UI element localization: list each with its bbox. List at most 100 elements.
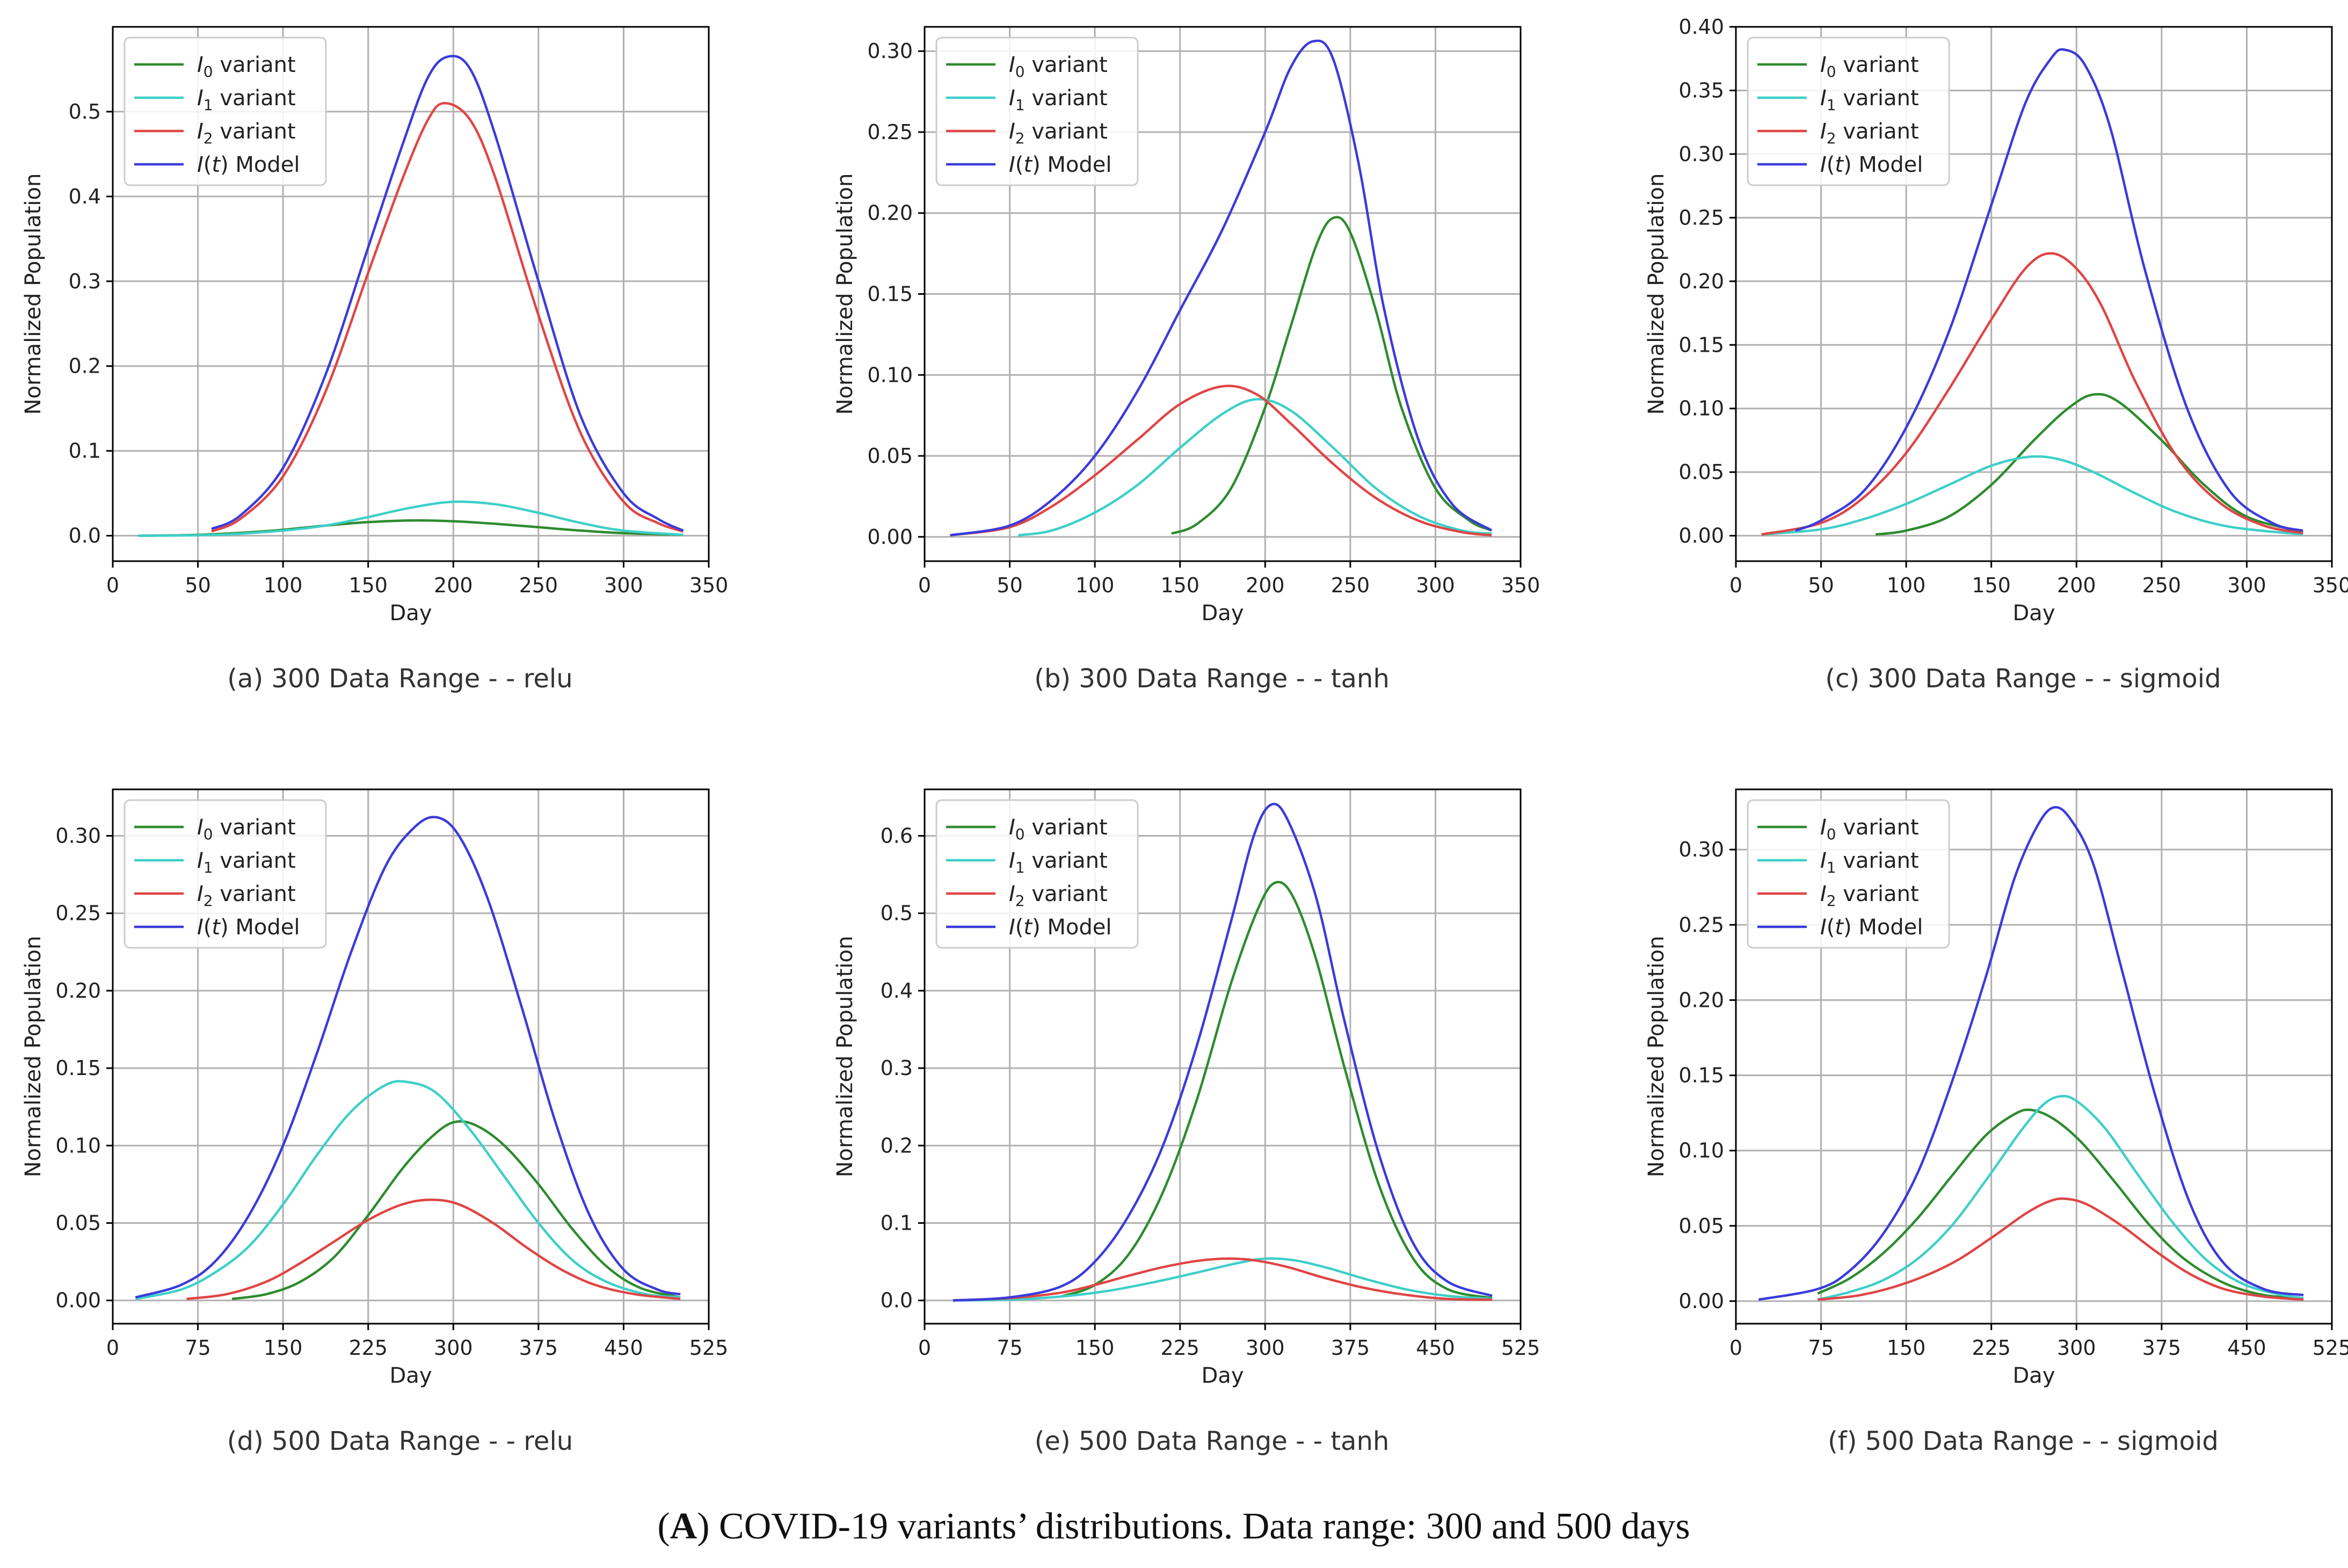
y-tick-label: 0.1 (881, 1211, 913, 1235)
y-axis-label: Normalized Population (833, 173, 857, 415)
plot-frame (924, 788, 1522, 1325)
x-tick-label: 300 (434, 1336, 473, 1360)
plot-frame (112, 788, 710, 1325)
x-tick-label: 50 (997, 574, 1022, 597)
y-tick-label: 0.10 (55, 1134, 101, 1157)
chart-panel-6: 0 75 150 225 300 375 450 525 0.00 0.05 0.10 0.15 0.2… (1644, 788, 2348, 1456)
x-tick-label: 75 (997, 1336, 1022, 1360)
y-tick-label: 0.20 (55, 979, 101, 1003)
subplot-caption: (c) 300 Data Range - - sigmoid (1825, 664, 2221, 694)
x-tick-label: 200 (434, 574, 473, 597)
x-tick-label: 250 (2142, 574, 2182, 597)
y-tick-label: 0.3 (69, 270, 101, 293)
x-tick-label: 0 (918, 1336, 931, 1360)
y-tick-label: 0.00 (867, 525, 913, 549)
subplot-caption: (d) 500 Data Range - - relu (227, 1426, 573, 1456)
x-tick-label: 150 (1075, 1336, 1115, 1360)
x-tick-label: 350 (689, 574, 729, 597)
y-tick-label: 0.3 (881, 1056, 913, 1080)
x-tick-label: 200 (2057, 574, 2096, 597)
y-tick-label: 0.10 (1678, 397, 1724, 420)
x-tick-label: 150 (1160, 574, 1200, 597)
series-line-i-t-model (953, 802, 1493, 1302)
series-line-i1-variant (135, 1080, 681, 1301)
series-line-i2-variant (211, 101, 684, 533)
legend-label: I2 variant (197, 119, 296, 147)
series-group (1758, 805, 2304, 1301)
x-axis-label: Day (1202, 1363, 1244, 1388)
subplot-caption: (f) 500 Data Range - - sigmoid (1828, 1426, 2219, 1456)
series-line-i-t-model (135, 816, 681, 1299)
series-line-i1-variant (1761, 455, 2303, 536)
chart-panel-3: 0 50 100 150 200 250 300 350 0.00 0.05 0.10 0.15 0.2… (1644, 15, 2348, 694)
y-tick-label: 0.10 (867, 363, 913, 387)
y-tick-label: 0.15 (867, 282, 913, 306)
y-tick-label: 0.5 (69, 100, 101, 124)
x-axis-label: Day (390, 1363, 432, 1388)
chart-panel-5: 0 75 150 225 300 375 450 525 0.0 0.1 0.2 0.3 0.4 0.5 0… (833, 788, 1540, 1456)
legend-box (1747, 799, 1950, 949)
y-tick-label: 0.6 (881, 824, 913, 848)
y-tick-label: 0.2 (69, 354, 101, 378)
y-tick-label: 0.20 (1678, 270, 1724, 293)
plot-frame (112, 26, 710, 562)
legend-label: I1 variant (197, 848, 296, 876)
series-line-i2-variant (1817, 1197, 2304, 1301)
series-line-i0-variant (1875, 393, 2303, 536)
series-group (138, 55, 684, 537)
legend-label: I1 variant (1820, 848, 1919, 876)
chart-panel-2: 0 50 100 150 200 250 300 350 0.00 0.05 0.10 0.15 0.2… (833, 26, 1540, 694)
series-line-i1-variant (1018, 398, 1492, 537)
x-tick-label: 375 (1331, 1336, 1370, 1360)
y-tick-label: 0.5 (881, 902, 913, 925)
chart-panel-1: 0 50 100 150 200 250 300 350 0.0 0.1 0.2 0.3 0.4 0.5 D… (21, 26, 729, 694)
y-tick-label: 0.15 (1678, 1064, 1724, 1087)
y-tick-label: 0.05 (55, 1211, 101, 1235)
y-tick-label: 0.4 (69, 185, 101, 208)
y-tick-label: 0.05 (1678, 1214, 1724, 1238)
legend-label: I2 variant (1009, 119, 1108, 147)
y-axis-label: Normalized Population (21, 173, 46, 415)
x-tick-label: 525 (689, 1336, 729, 1360)
y-tick-label: 0.25 (1678, 913, 1724, 937)
x-tick-label: 300 (1416, 574, 1455, 597)
subplot-caption: (a) 300 Data Range - - relu (227, 664, 572, 694)
y-tick-label: 0.25 (55, 902, 101, 925)
x-tick-label: 225 (1160, 1336, 1200, 1360)
series-line-i2-variant (953, 1257, 1493, 1302)
legend-label: I2 variant (197, 882, 296, 910)
x-tick-label: 300 (1246, 1336, 1285, 1360)
x-tick-label: 250 (519, 574, 558, 597)
x-tick-label: 0 (918, 574, 931, 597)
x-tick-label: 150 (264, 1336, 303, 1360)
legend-label: I1 variant (1009, 848, 1108, 876)
y-tick-label: 0.1 (69, 439, 101, 463)
series-line-i2-variant (950, 384, 1492, 537)
series-line-i1-variant (1817, 1094, 2304, 1301)
chart-panel-4: 0 75 150 225 300 375 450 525 0.00 0.05 0.10 0.15 0.2… (21, 788, 729, 1456)
x-tick-label: 0 (1729, 1336, 1742, 1360)
subplot-caption: (b) 300 Data Range - - tanh (1034, 664, 1390, 694)
x-tick-label: 450 (1416, 1336, 1455, 1360)
legend-label: I0 variant (1009, 53, 1108, 81)
y-tick-label: 0.25 (1678, 206, 1724, 229)
x-tick-label: 150 (1887, 1336, 1926, 1360)
x-tick-label: 150 (348, 574, 388, 597)
legend-label: I1 variant (1820, 86, 1919, 114)
legend-label: I(t) Model (1820, 915, 1923, 940)
y-tick-label: 0.30 (1678, 142, 1724, 166)
y-axis-label: Normalized Population (833, 936, 857, 1178)
legend-label: I0 variant (1009, 815, 1108, 843)
figure-caption: (A) COVID-19 variants’ distributions. Da… (657, 1506, 1690, 1547)
legend-box (1747, 37, 1950, 186)
legend-label: I0 variant (1820, 815, 1919, 843)
x-tick-label: 250 (1331, 574, 1370, 597)
legend-label: I2 variant (1009, 882, 1108, 910)
legend-label: I1 variant (197, 86, 296, 114)
x-tick-label: 50 (185, 574, 210, 597)
y-tick-label: 0.10 (1678, 1139, 1724, 1163)
x-tick-label: 375 (2142, 1336, 2182, 1360)
series-group (135, 816, 681, 1301)
